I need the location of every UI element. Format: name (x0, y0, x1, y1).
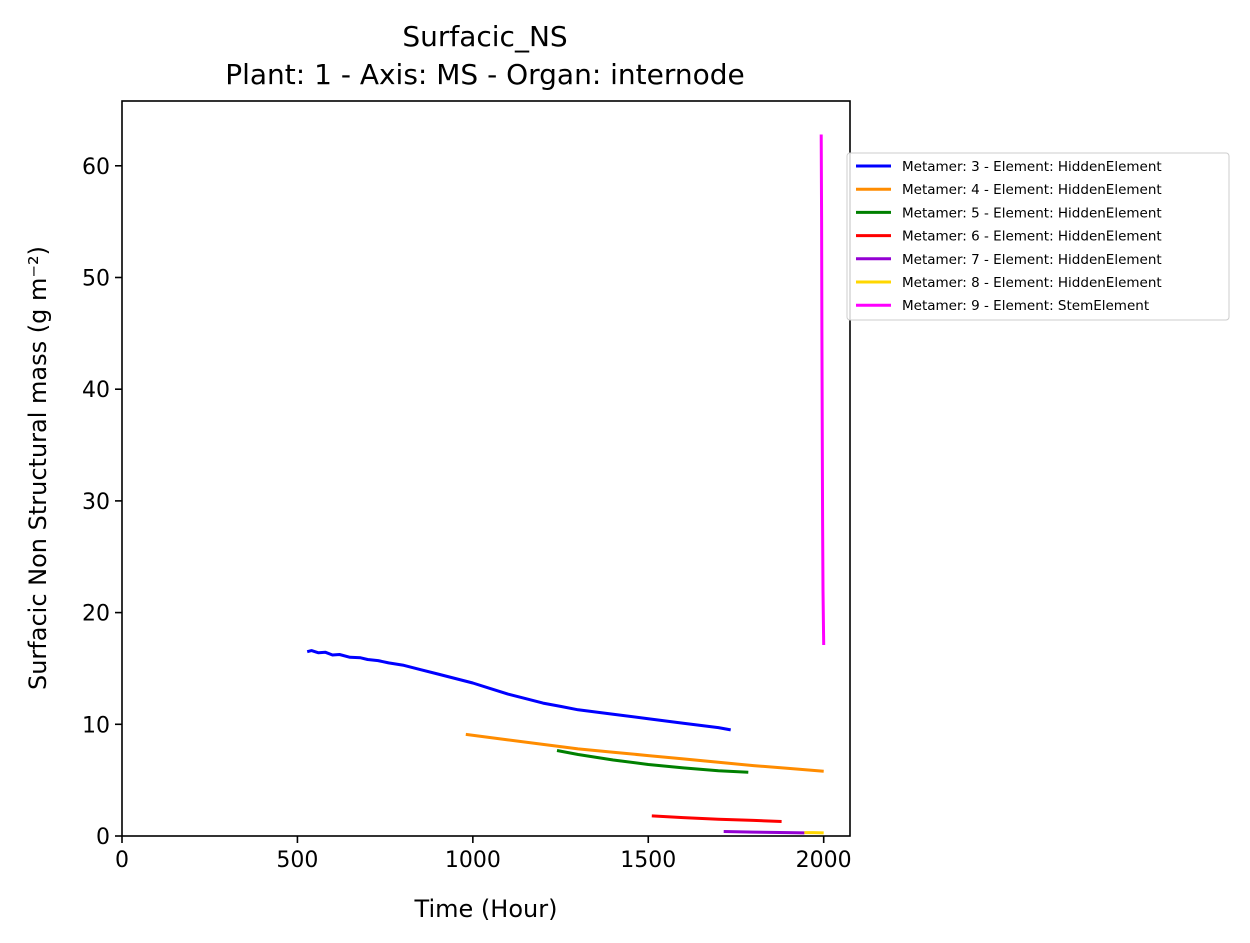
x-axis-label: Time (Hour) (414, 895, 558, 923)
legend-label-2: Metamer: 4 - Element: HiddenElement (902, 182, 1162, 198)
chart-subtitle: Plant: 1 - Axis: MS - Organ: internode (225, 58, 745, 91)
series-line-2 (465, 732, 824, 773)
y-tick-label: 20 (82, 602, 110, 627)
x-tick-label: 500 (276, 848, 318, 873)
y-tick-label: 30 (82, 490, 110, 515)
y-tick-label: 10 (82, 713, 110, 738)
legend-label-7: Metamer: 9 - Element: StemElement (902, 298, 1149, 314)
y-tick-label: 40 (82, 378, 110, 403)
x-tick-label: 1000 (445, 848, 501, 873)
x-tick-label: 0 (115, 848, 129, 873)
x-axis-ticks: 0 500 1000 1500 2000 (115, 836, 852, 873)
legend-label-1: Metamer: 3 - Element: HiddenElement (902, 159, 1162, 175)
series-line-7 (819, 134, 826, 646)
x-tick-label: 1500 (620, 848, 676, 873)
series-layer (306, 134, 826, 835)
legend-label-6: Metamer: 8 - Element: HiddenElement (902, 275, 1162, 291)
legend: Metamer: 3 - Element: HiddenElement Metam… (846, 152, 1230, 321)
series-line-3 (556, 749, 749, 774)
y-axis-ticks: 0 10 20 30 40 50 60 (82, 155, 122, 850)
y-tick-label: 50 (82, 266, 110, 291)
y-tick-label: 60 (82, 155, 110, 180)
legend-label-3: Metamer: 5 - Element: HiddenElement (902, 205, 1162, 221)
legend-box (846, 152, 1230, 321)
legend-label-5: Metamer: 7 - Element: HiddenElement (902, 252, 1162, 268)
series-line-5 (723, 830, 805, 835)
series-line-4 (651, 814, 782, 823)
series-line-1 (306, 649, 731, 732)
y-axis-label: Surfacic Non Structural mass (g m⁻²) (24, 246, 52, 690)
legend-label-4: Metamer: 6 - Element: HiddenElement (902, 229, 1162, 245)
y-tick-label: 0 (96, 825, 110, 850)
x-tick-label: 2000 (796, 848, 852, 873)
chart-title: Surfacic_NS (402, 20, 567, 53)
plot-frame (121, 100, 851, 837)
